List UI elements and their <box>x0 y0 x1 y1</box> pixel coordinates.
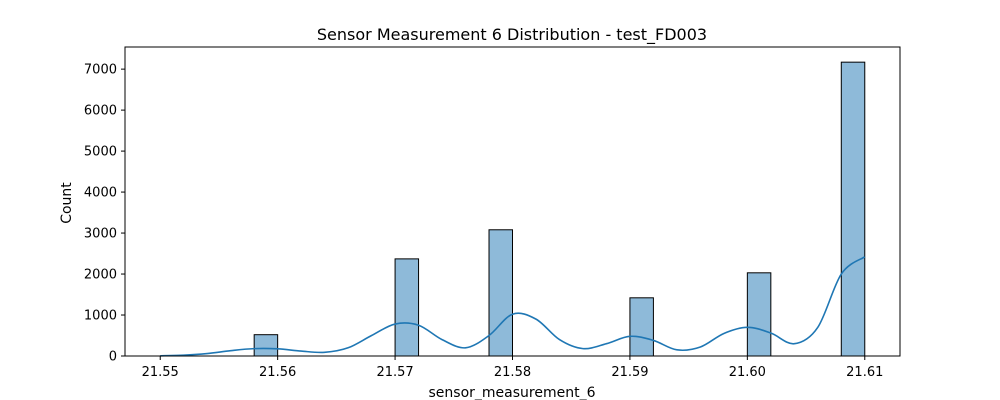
x-tick-label: 21.55 <box>142 365 179 380</box>
y-tick-label: 7000 <box>84 63 117 78</box>
histogram-bar-3 <box>629 297 654 357</box>
y-tick-label: 1000 <box>84 309 117 324</box>
y-tick-label: 0 <box>109 350 117 365</box>
x-tick-label: 21.57 <box>376 365 413 380</box>
y-axis: 0 1000 2000 3000 4000 5000 6000 7000 <box>84 63 125 365</box>
x-tick-label: 21.58 <box>494 365 531 380</box>
y-tick-label: 3000 <box>84 227 117 242</box>
y-axis-title: Count <box>59 182 75 224</box>
kde-layer <box>160 256 866 357</box>
x-axis-title: sensor_measurement_6 <box>429 385 596 400</box>
histogram-bar-1 <box>394 258 420 357</box>
histogram-bar-0 <box>253 334 279 357</box>
histogram-bar-2 <box>488 229 513 357</box>
histogram-bar-4 <box>746 272 772 357</box>
y-tick-label: 5000 <box>84 145 117 160</box>
x-tick-label: 21.59 <box>611 365 648 380</box>
x-tick-label: 21.56 <box>259 365 296 380</box>
y-tick-label: 6000 <box>84 104 117 119</box>
chart-title: Sensor Measurement 6 Distribution - test… <box>317 25 707 45</box>
bars-layer <box>253 61 866 357</box>
x-tick-label: 21.61 <box>846 365 883 380</box>
histogram-bar-5 <box>840 61 866 357</box>
x-axis: 21.55 21.56 21.57 21.58 21.59 21.60 21.61 <box>142 356 883 380</box>
y-tick-label: 4000 <box>84 186 117 201</box>
x-tick-label: 21.60 <box>729 365 766 380</box>
y-tick-label: 2000 <box>84 268 117 283</box>
kde-curve <box>160 256 866 357</box>
